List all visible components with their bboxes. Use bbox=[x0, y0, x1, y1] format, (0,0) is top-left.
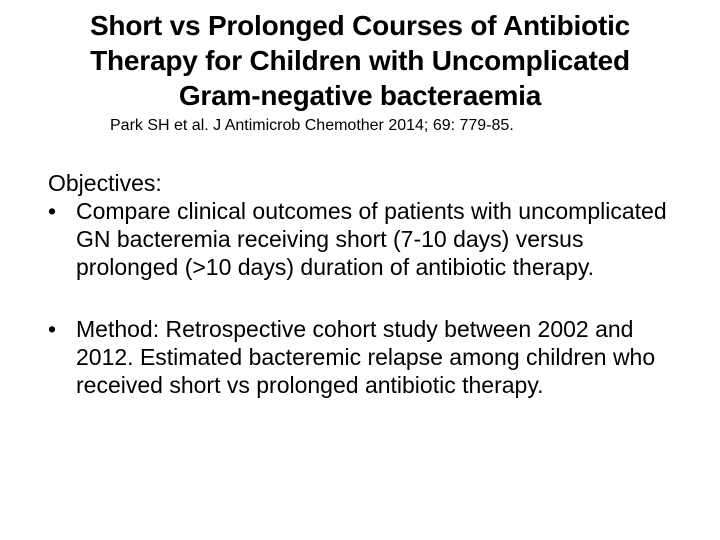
bullet-1-text: Compare clinical outcomes of patients wi… bbox=[76, 197, 690, 281]
slide-container: Short vs Prolonged Courses of Antibiotic… bbox=[0, 0, 720, 540]
title-line-1: Short vs Prolonged Courses of Antibiotic bbox=[90, 10, 630, 41]
slide-title: Short vs Prolonged Courses of Antibiotic… bbox=[30, 8, 690, 113]
bullet-marker: • bbox=[48, 197, 76, 225]
bullet-item-2: • Method: Retrospective cohort study bet… bbox=[48, 315, 690, 399]
citation-text: Park SH et al. J Antimicrob Chemother 20… bbox=[110, 117, 690, 135]
bullet-item-1: • Compare clinical outcomes of patients … bbox=[48, 197, 690, 281]
bullet-marker: • bbox=[48, 315, 76, 343]
objectives-heading: Objectives: bbox=[48, 169, 690, 197]
title-line-2: Therapy for Children with Uncomplicated bbox=[90, 45, 630, 76]
body-content: Objectives: • Compare clinical outcomes … bbox=[48, 169, 690, 399]
title-line-3: Gram-negative bacteraemia bbox=[179, 80, 541, 111]
spacer bbox=[48, 281, 690, 315]
bullet-2-text: Method: Retrospective cohort study betwe… bbox=[76, 315, 690, 399]
